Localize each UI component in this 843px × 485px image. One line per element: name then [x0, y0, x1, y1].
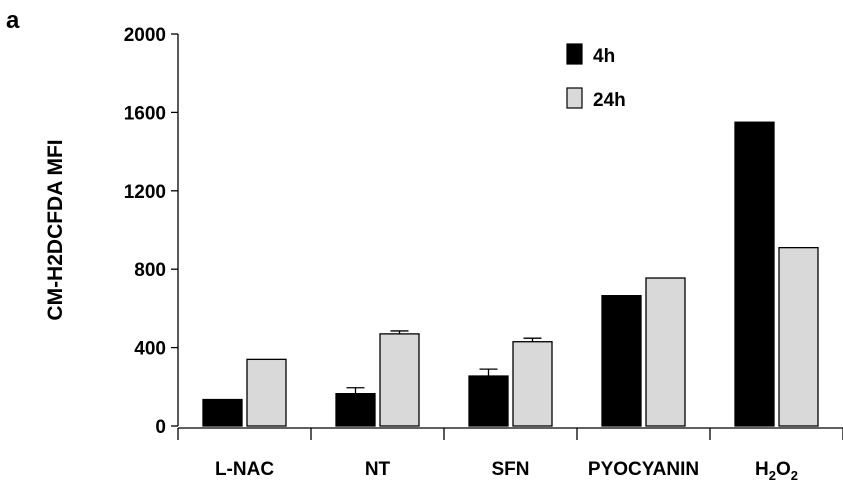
y-tick-label: 400 [134, 339, 166, 360]
bar-4h-PYOCYANIN [601, 295, 642, 427]
y-tick-label: 0 [155, 417, 166, 438]
bar-24h-SFN [512, 341, 553, 427]
bar-24h-NT [379, 333, 420, 427]
legend-swatch-4h [566, 43, 583, 65]
bar-4h-NT [335, 393, 376, 427]
x-category-label: NT [365, 459, 391, 480]
y-tick-label: 1600 [124, 103, 166, 124]
panel-label: a [6, 7, 20, 34]
y-axis-label: CM-H2DCFDA MFI [44, 139, 67, 320]
x-category-label: H2O2 [755, 459, 798, 483]
bar-4h-SFN [468, 375, 509, 427]
bar-24h-PYOCYANIN [645, 277, 686, 427]
bar-24h-H2O2 [778, 246, 819, 427]
y-tick-label: 800 [134, 260, 166, 281]
x-category-label: PYOCYANIN [588, 459, 699, 480]
y-tick-label: 2000 [124, 25, 166, 46]
legend: 4h 24h [566, 43, 626, 111]
legend-label-4h: 4h [593, 46, 615, 67]
plot-area: 0 400 800 1200 1600 2000 L-NAC NT SFN PYOCYANIN H2… [124, 25, 843, 483]
bar-24h-L-NAC [246, 358, 287, 427]
y-tick-label: 1200 [124, 182, 166, 203]
x-category-label: SFN [492, 459, 530, 480]
x-category-label: L-NAC [215, 459, 274, 480]
bar-4h-H2O2 [734, 121, 775, 427]
legend-swatch-24h [566, 87, 583, 109]
bar-4h-L-NAC [202, 398, 243, 427]
legend-label-24h: 24h [593, 90, 626, 111]
